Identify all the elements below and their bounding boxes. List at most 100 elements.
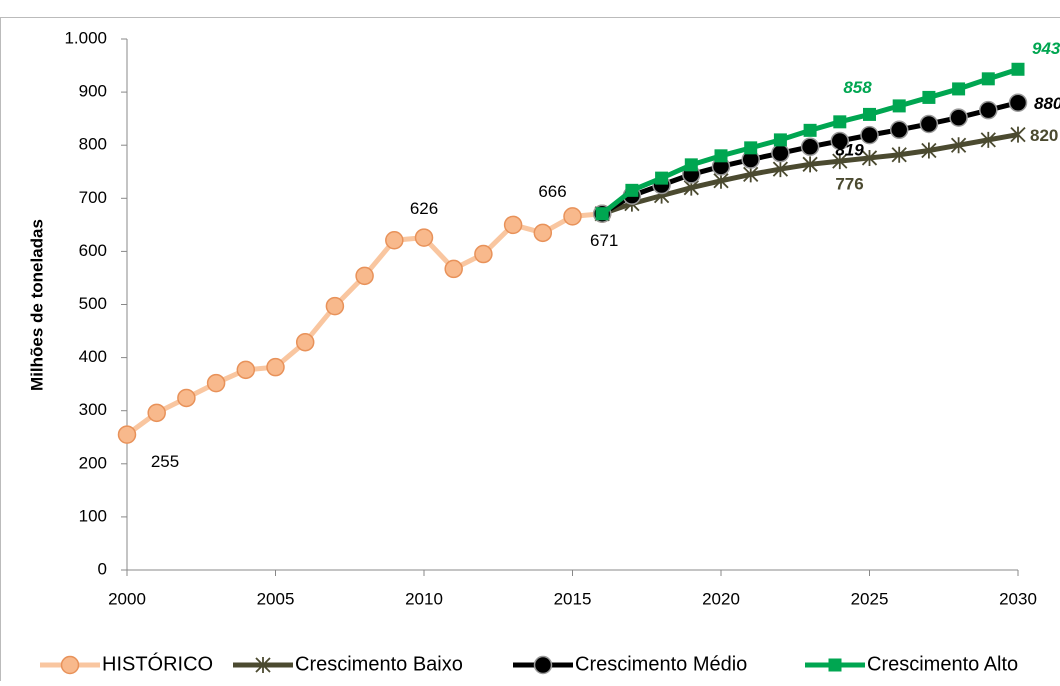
- y-tick-label: 900: [79, 82, 107, 101]
- data-point: [920, 115, 937, 132]
- marker-shape: [208, 375, 225, 392]
- marker-shape: [534, 224, 551, 241]
- data-point: [148, 404, 165, 421]
- y-tick-label: 1.000: [64, 28, 107, 47]
- marker-shape: [920, 115, 937, 132]
- data-point: [505, 216, 522, 233]
- data-label: 858: [843, 78, 872, 97]
- marker-shape: [891, 121, 908, 138]
- marker-shape: [119, 426, 136, 443]
- marker-shape: [893, 99, 906, 112]
- marker-shape: [625, 184, 638, 197]
- data-point: [950, 109, 967, 126]
- data-point: [774, 133, 787, 146]
- y-tick-label: 400: [79, 347, 107, 366]
- x-tick-label: 2000: [108, 589, 146, 608]
- data-point: [534, 224, 551, 241]
- data-point: [891, 121, 908, 138]
- legend-label: HISTÓRICO: [102, 652, 213, 675]
- data-point: [119, 426, 136, 443]
- marker-shape: [1012, 63, 1025, 76]
- data-point: [863, 108, 876, 121]
- data-label: 671: [590, 231, 618, 250]
- data-point: [802, 138, 819, 155]
- x-tick-label: 2005: [257, 589, 295, 608]
- series-line: [127, 214, 602, 435]
- data-point: [952, 82, 965, 95]
- legend: HISTÓRICO Crescimento Baixo Crescimento Mé…: [40, 652, 1018, 675]
- marker-shape: [980, 102, 997, 119]
- marker-shape: [416, 229, 433, 246]
- data-point: [893, 99, 906, 112]
- legend-label: Crescimento Médio: [575, 653, 747, 675]
- marker-shape: [356, 267, 373, 284]
- data-point: [715, 149, 728, 162]
- marker-shape: [148, 404, 165, 421]
- marker-shape: [772, 145, 789, 162]
- marker-shape: [685, 158, 698, 171]
- marker-shape: [267, 359, 284, 376]
- data-point: [655, 172, 668, 185]
- data-point: [744, 141, 757, 154]
- data-point: [267, 359, 284, 376]
- data-label: 776: [835, 174, 863, 193]
- data-label: 943: [1032, 39, 1060, 58]
- x-tick-label: 2015: [554, 589, 592, 608]
- marker-shape: [475, 246, 492, 263]
- marker-shape: [829, 659, 842, 672]
- data-point: [445, 260, 462, 277]
- data-point: [625, 184, 638, 197]
- marker-shape: [950, 109, 967, 126]
- data-point: [922, 91, 935, 104]
- x-tick-label: 2010: [405, 589, 443, 608]
- data-point: [1010, 94, 1027, 111]
- legend-label: Crescimento Baixo: [295, 653, 463, 675]
- legend-label: Crescimento Alto: [867, 653, 1018, 675]
- marker-shape: [774, 133, 787, 146]
- marker-shape: [178, 389, 195, 406]
- marker-shape: [297, 334, 314, 351]
- marker-shape: [744, 141, 757, 154]
- marker-shape: [535, 657, 552, 674]
- marker-shape: [564, 208, 581, 225]
- x-tick-label: 2030: [999, 589, 1037, 608]
- data-point: [982, 72, 995, 85]
- y-tick-label: 700: [79, 188, 107, 207]
- marker-shape: [62, 657, 79, 674]
- legend-marker: [829, 659, 842, 672]
- chart-border: [1, 18, 1060, 682]
- data-point: [1012, 63, 1025, 76]
- legend-marker: [62, 657, 79, 674]
- marker-shape: [804, 124, 817, 137]
- data-point: [356, 267, 373, 284]
- data-point: [416, 229, 433, 246]
- data-point: [475, 246, 492, 263]
- data-label: 626: [410, 199, 438, 218]
- marker-shape: [952, 82, 965, 95]
- data-point: [833, 115, 846, 128]
- data-point: [297, 334, 314, 351]
- y-tick-label: 100: [79, 506, 107, 525]
- data-label: 255: [151, 452, 179, 471]
- data-point: [326, 298, 343, 315]
- y-tick-label: 500: [79, 294, 107, 313]
- data-point: [208, 375, 225, 392]
- marker-shape: [326, 298, 343, 315]
- data-label: 880: [1034, 94, 1060, 113]
- legend-marker: [535, 657, 552, 674]
- data-point: [237, 361, 254, 378]
- y-tick-label: 600: [79, 241, 107, 260]
- marker-shape: [802, 138, 819, 155]
- marker-shape: [445, 260, 462, 277]
- y-axis-title: Milhões de toneladas: [27, 219, 46, 391]
- data-label: 666: [538, 182, 566, 201]
- data-point: [980, 102, 997, 119]
- data-point: [685, 158, 698, 171]
- y-tick-label: 0: [98, 559, 107, 578]
- data-point: [804, 124, 817, 137]
- marker-shape: [1010, 94, 1027, 111]
- y-tick-label: 300: [79, 400, 107, 419]
- data-point: [596, 207, 609, 220]
- x-tick-label: 2020: [702, 589, 740, 608]
